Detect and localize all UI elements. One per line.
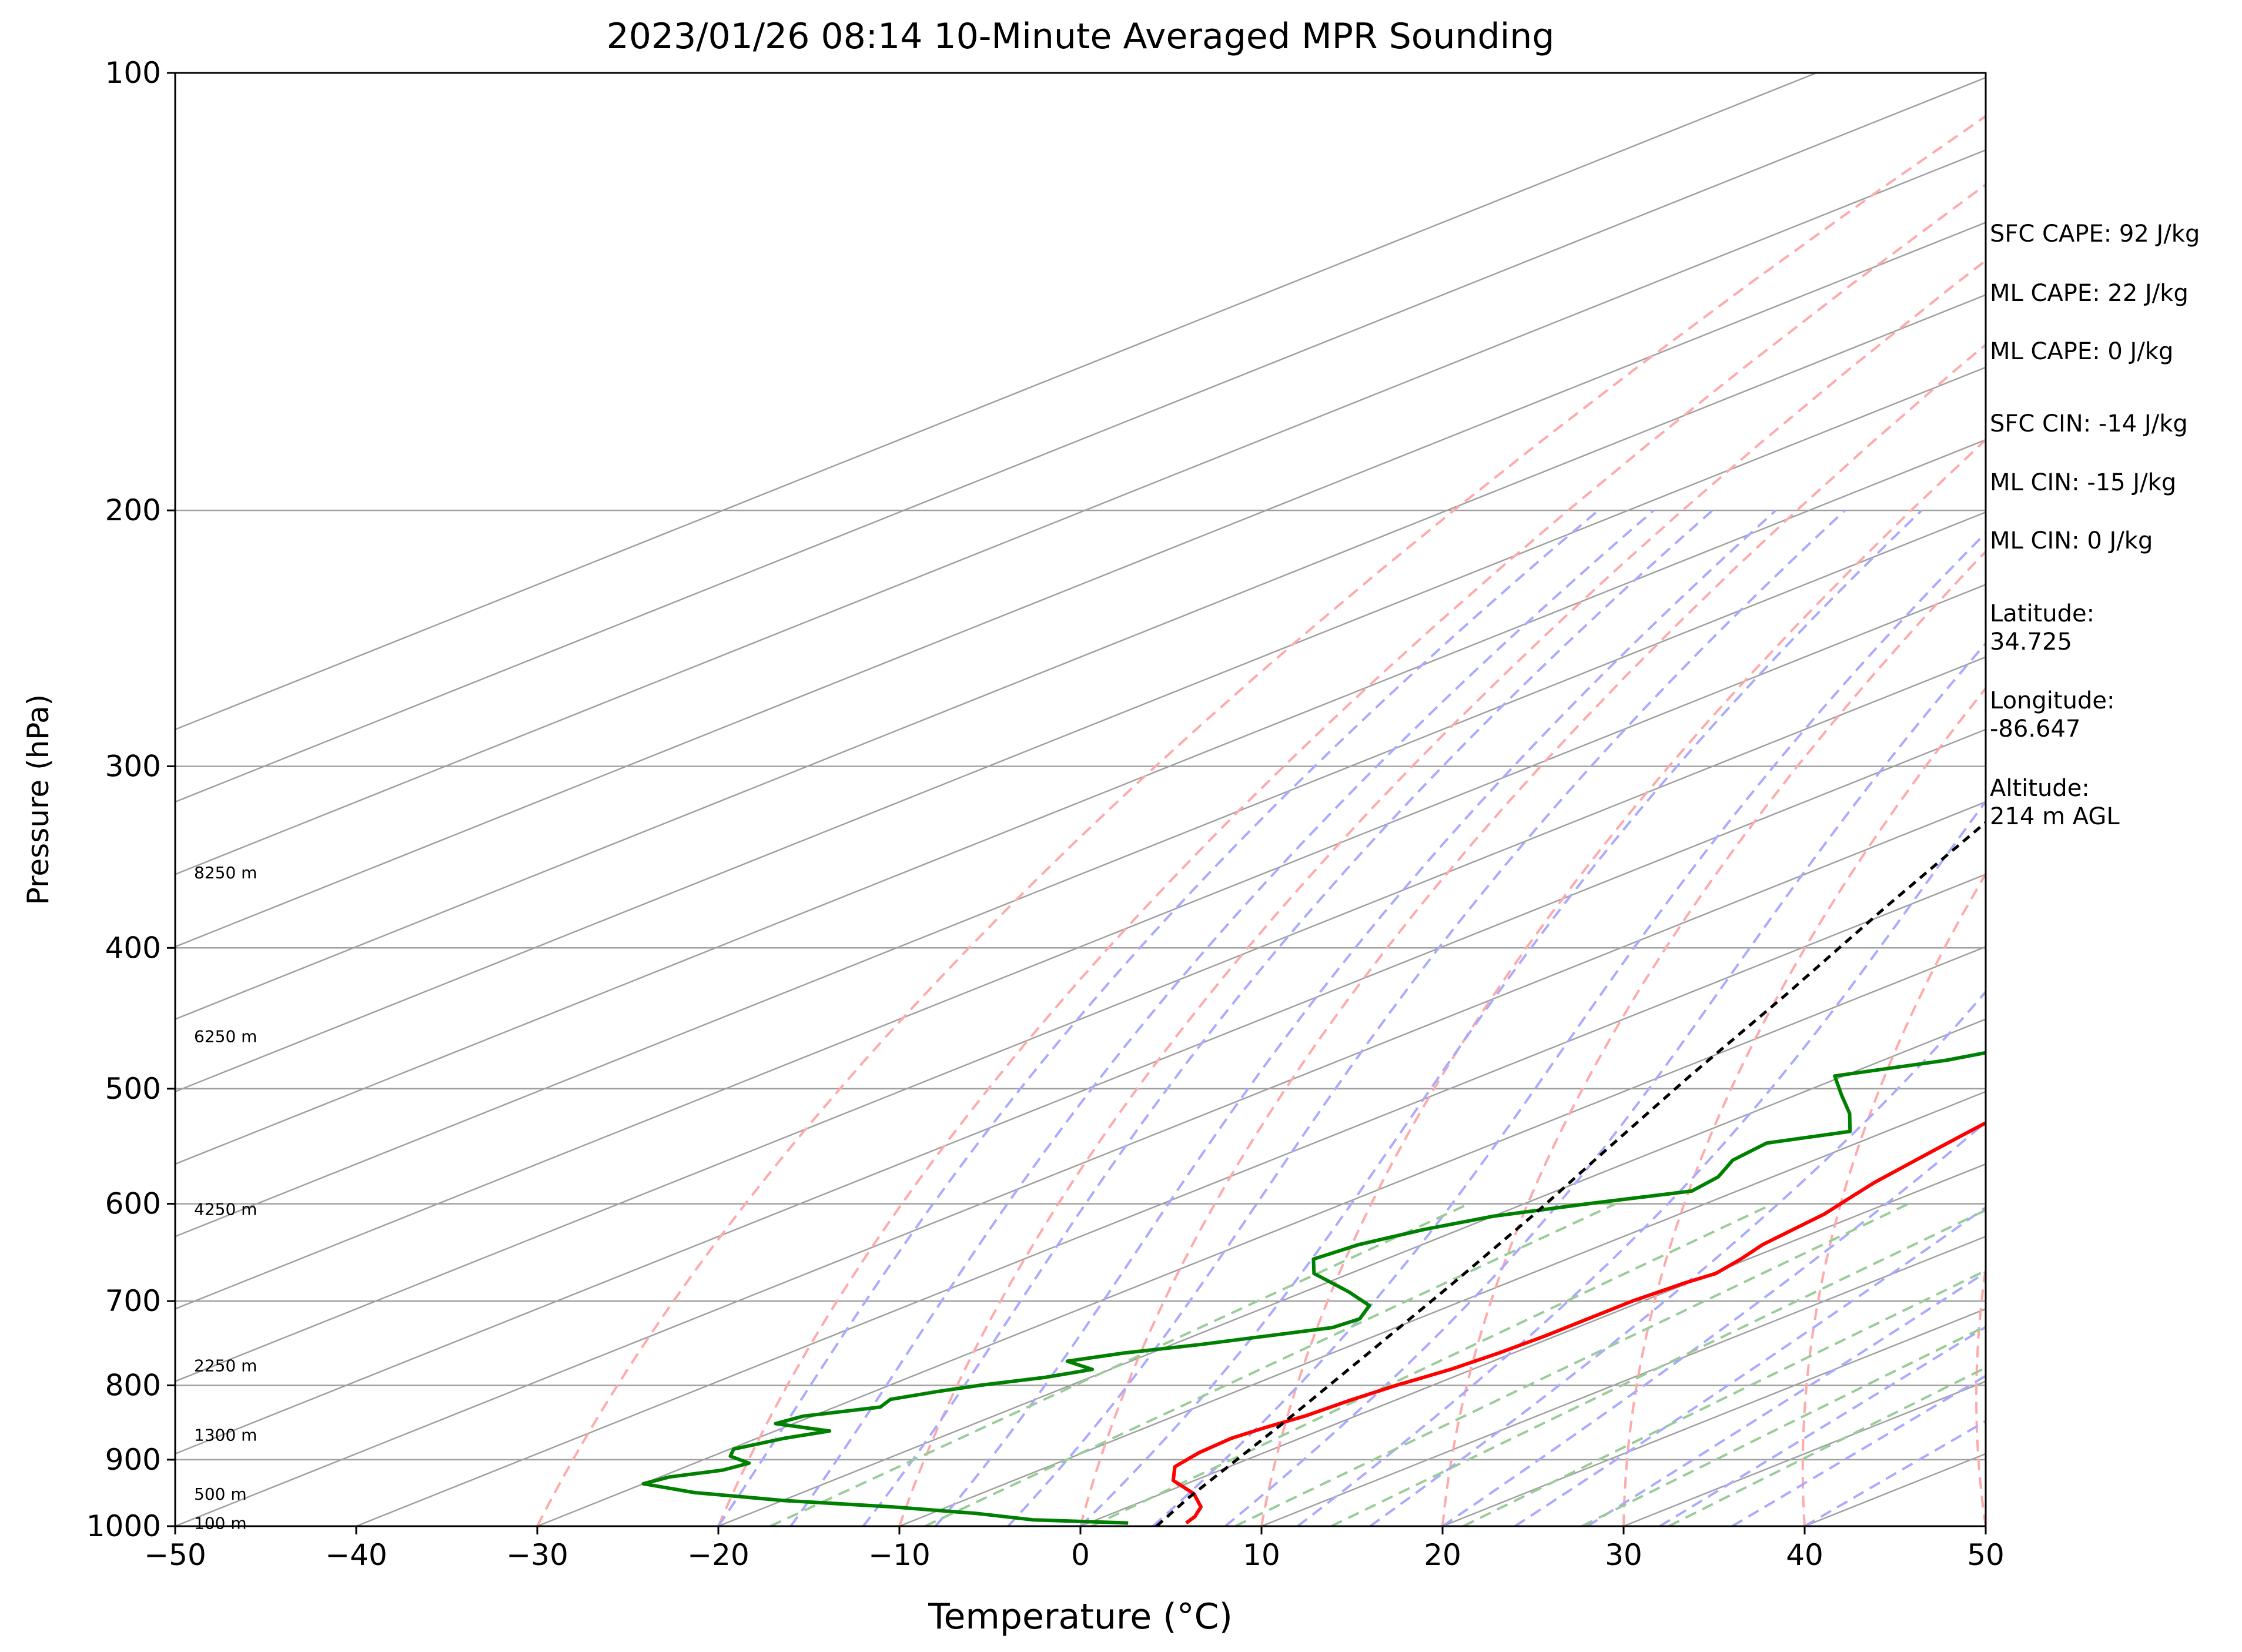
reference-lines (175, 73, 1986, 1526)
x-tick-label: −10 (868, 1538, 931, 1572)
isotherm-line (175, 76, 1986, 803)
dry-adiabat (1079, 343, 1986, 1526)
isotherm-line (175, 584, 1986, 1310)
chart-title: 2023/01/26 08:14 10-Minute Averaged MPR … (607, 16, 1555, 57)
height-label: 100 m (194, 1514, 247, 1533)
moist-adiabat (1441, 1121, 1986, 1526)
moist-adiabat (717, 509, 1599, 1526)
moist-adiabat (1079, 509, 1923, 1526)
moist-adiabat (1659, 1325, 1986, 1526)
altitude-value: 214 m AGL (1990, 803, 2120, 830)
mixing-ratio-line (924, 1202, 1617, 1526)
isotherm-line (175, 222, 1986, 948)
y-axis-ticks: 1000 900 800 700 600 500 400 300 200 100 (86, 56, 175, 1543)
y-tick-label: 100 (105, 56, 161, 90)
moist-adiabat (1224, 641, 1986, 1526)
moist-adiabat (1731, 1375, 1986, 1526)
moist-adiabat (1369, 989, 1986, 1526)
parcel-line (1155, 820, 1986, 1526)
sfc-cin-label: SFC CIN: -14 J/kg (1990, 410, 2188, 437)
moist-adiabat (935, 509, 1777, 1526)
ml-cape-label: ML CAPE: 22 J/kg (1990, 280, 2189, 307)
y-tick-label: 800 (105, 1368, 161, 1402)
y-tick-label: 500 (105, 1072, 161, 1106)
dry-adiabat (1622, 686, 1986, 1526)
dry-adiabat (1975, 1260, 1986, 1526)
y-tick-label: 900 (105, 1443, 161, 1477)
x-tick-label: −20 (687, 1538, 749, 1572)
moist-adiabat (862, 509, 1714, 1526)
ml-cape-label-2: ML CAPE: 0 J/kg (1990, 338, 2174, 365)
height-label: 500 m (194, 1484, 247, 1504)
x-axis-label: Temperature (°C) (928, 1596, 1233, 1637)
y-tick-label: 400 (105, 931, 161, 965)
latitude-value: 34.725 (1990, 628, 2072, 656)
y-tick-label: 300 (105, 749, 161, 783)
mixing-ratio-line (1668, 1366, 1986, 1526)
isotherm-line (718, 1018, 1986, 1526)
y-tick-label: 600 (105, 1187, 161, 1221)
sounding-series (641, 820, 1986, 1526)
moist-adiabat (1803, 1420, 1986, 1526)
moist-adiabat (1587, 1270, 1986, 1526)
isotherm-line (175, 73, 1817, 731)
x-tick-label: 40 (1786, 1538, 1823, 1572)
altitude-label: Altitude: (1990, 775, 2090, 802)
height-label: 1300 m (194, 1425, 257, 1444)
x-tick-label: 10 (1243, 1538, 1280, 1572)
height-label: 8250 m (194, 863, 257, 882)
moist-adiabat (1007, 509, 1846, 1526)
longitude-value: -86.647 (1990, 715, 2081, 743)
y-tick-label: 1000 (86, 1509, 161, 1543)
x-axis-ticks: −50 −40 −30 −20 −10 0 10 20 30 40 50 (144, 1526, 2005, 1572)
dry-adiabat (717, 183, 1986, 1526)
x-tick-label: −30 (506, 1538, 568, 1572)
longitude-label: Longitude: (1990, 687, 2115, 714)
x-tick-label: 30 (1605, 1538, 1642, 1572)
x-tick-label: 0 (1071, 1538, 1090, 1572)
isotherm-line (175, 366, 1986, 1093)
isotherm-line (175, 439, 1986, 1165)
moist-adiabat (1297, 799, 1986, 1526)
isotherm-line (175, 149, 1986, 875)
y-tick-label: 700 (105, 1284, 161, 1318)
x-tick-label: 50 (1967, 1538, 2005, 1572)
y-axis-label: Pressure (hPa) (21, 694, 55, 905)
isotherm-line (175, 656, 1986, 1382)
height-labels: 100 m 500 m 1300 m 2250 m 4250 m 6250 m 8250 m (194, 863, 257, 1533)
temperature-line (1171, 1121, 1986, 1525)
mixing-ratio-line (1330, 1209, 1986, 1526)
height-label: 6250 m (194, 1026, 257, 1046)
ml-cin-label: ML CIN: -15 J/kg (1990, 469, 2177, 496)
mixing-ratio-line (1581, 1325, 1986, 1526)
isotherm-line (1261, 1235, 1986, 1526)
isotherm-line (175, 294, 1986, 1020)
dry-adiabat (1441, 550, 1986, 1526)
x-tick-label: −40 (325, 1538, 387, 1572)
y-tick-label: 200 (105, 493, 161, 527)
x-tick-label: −50 (144, 1538, 206, 1572)
dry-adiabat (536, 115, 1986, 1526)
height-label: 2250 m (194, 1356, 257, 1375)
height-label: 4250 m (194, 1199, 257, 1219)
mixing-ratio-line (1463, 1269, 1986, 1526)
isotherm-line (356, 873, 1986, 1526)
ml-cin-label-2: ML CIN: 0 J/kg (1990, 527, 2153, 554)
mixing-ratio-line (1091, 1202, 1774, 1526)
isotherm-line (175, 728, 1986, 1455)
mixing-ratio-line (1234, 1202, 1909, 1526)
dry-adiabat (1801, 871, 1986, 1526)
dewpoint-line (641, 1051, 1986, 1525)
mixing-ratio-line (769, 1202, 1470, 1526)
isotherm-line (899, 1091, 1986, 1526)
isotherm-line (537, 946, 1986, 1526)
moist-adiabat (789, 509, 1655, 1526)
x-tick-label: 20 (1424, 1538, 1461, 1572)
sfc-cape-label: SFC CAPE: 92 J/kg (1990, 220, 2200, 248)
isotherm-line (175, 801, 1986, 1526)
isotherm-line (175, 511, 1986, 1238)
latitude-label: Latitude: (1990, 600, 2095, 627)
moist-adiabat (1152, 531, 1986, 1526)
